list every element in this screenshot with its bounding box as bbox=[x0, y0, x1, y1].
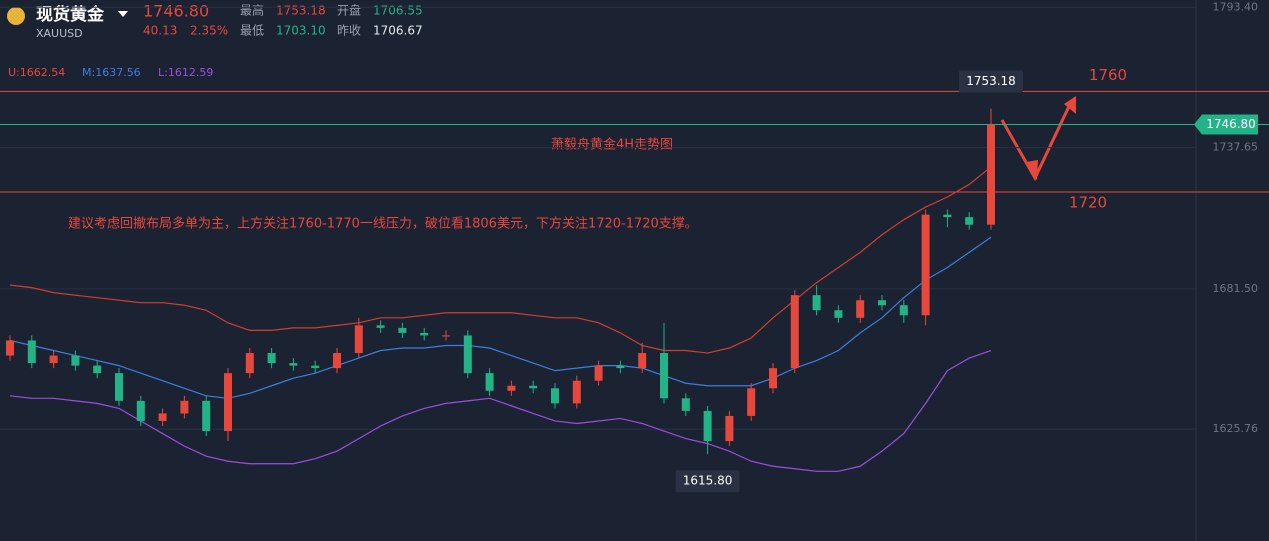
candle-body bbox=[856, 300, 865, 318]
band-line bbox=[9, 236, 992, 399]
high-box bbox=[959, 70, 1023, 93]
candle-body bbox=[878, 300, 886, 306]
candle-body bbox=[398, 327, 407, 333]
candle-body bbox=[965, 217, 974, 225]
stat-label: 最低 bbox=[240, 24, 264, 38]
stat-label: 最高 bbox=[240, 3, 264, 18]
candle-body bbox=[354, 325, 363, 354]
candle-body bbox=[376, 325, 385, 328]
stat-value: 1753.18 bbox=[276, 4, 326, 18]
stat-label: 昨收 bbox=[337, 24, 361, 38]
candle-body bbox=[725, 415, 734, 442]
stat-value: 1703.10 bbox=[276, 24, 326, 38]
candle-body bbox=[681, 398, 690, 411]
candle-body bbox=[93, 365, 102, 374]
y-tick-label: 1737.65 bbox=[1213, 141, 1259, 154]
candle-body bbox=[49, 355, 58, 364]
price: 1746.80 bbox=[143, 2, 209, 21]
candle-body bbox=[267, 353, 276, 364]
candle-body bbox=[158, 413, 167, 421]
band-label: U:1662.54 bbox=[8, 66, 65, 79]
candle-body bbox=[289, 363, 298, 366]
candle-body bbox=[6, 340, 14, 356]
dropdown-arrow[interactable] bbox=[118, 11, 128, 17]
candle-body bbox=[943, 214, 952, 218]
instrument-title[interactable]: 现货黄金 bbox=[36, 4, 105, 25]
candle-body bbox=[834, 310, 843, 318]
candle-body bbox=[660, 353, 668, 399]
stat-value: 1706.67 bbox=[373, 24, 423, 38]
high-label: 1753.18 bbox=[966, 74, 1016, 88]
y-tick-label: 1681.50 bbox=[1213, 282, 1259, 295]
candle-body bbox=[245, 353, 254, 374]
candle-body bbox=[180, 400, 189, 414]
candle-body bbox=[442, 335, 450, 337]
forecast-arrow bbox=[1000, 99, 1074, 182]
arrow-head bbox=[1026, 96, 1076, 180]
band-label: M:1637.56 bbox=[82, 66, 141, 79]
candle-body bbox=[311, 365, 320, 369]
candle-body bbox=[703, 410, 712, 442]
y-tick-label: 1793.40 bbox=[1213, 0, 1259, 13]
candle-body bbox=[507, 385, 516, 391]
low-box bbox=[675, 470, 740, 493]
symbol: XAUUSD bbox=[36, 27, 83, 40]
candle-body bbox=[420, 332, 429, 336]
candle-body bbox=[136, 400, 145, 421]
low-label: 1615.80 bbox=[683, 474, 733, 488]
candle-body bbox=[224, 373, 232, 432]
candle-body bbox=[333, 353, 341, 369]
candle-body bbox=[638, 353, 647, 369]
chart-title: 萧毅舟黄金4H走势图 bbox=[551, 137, 673, 153]
candle-body bbox=[747, 388, 756, 416]
price-tag bbox=[1194, 114, 1258, 135]
candle-body bbox=[529, 385, 538, 389]
candle-body bbox=[463, 335, 472, 374]
band-line bbox=[9, 349, 992, 472]
price-tag-label: 1746.80 bbox=[1206, 117, 1256, 131]
y-tick-label: 1625.76 bbox=[1213, 422, 1259, 435]
candle-body bbox=[485, 373, 494, 391]
change-pct: 2.35% bbox=[190, 24, 228, 38]
candle-body bbox=[921, 214, 930, 316]
candle-body bbox=[812, 295, 821, 311]
annotation: 建议考虑回撤布局多单为主，上方关注1760-1770一线压力，破位看1806美元… bbox=[68, 216, 698, 232]
candle-body bbox=[202, 400, 211, 432]
change: 40.13 bbox=[143, 24, 177, 38]
level-label: 1720 bbox=[1069, 193, 1107, 211]
stat-label: 开盘 bbox=[337, 3, 361, 18]
candle-body bbox=[616, 365, 625, 369]
candle-body bbox=[71, 355, 80, 366]
candle-body bbox=[790, 295, 799, 369]
candle-body bbox=[115, 373, 123, 401]
candle-body bbox=[987, 124, 995, 225]
gold-icon bbox=[7, 7, 25, 25]
stat-value: 1706.55 bbox=[373, 4, 423, 18]
candle-body bbox=[899, 305, 908, 316]
candle-body bbox=[572, 380, 581, 404]
candle-body bbox=[27, 340, 36, 364]
level-label: 1760 bbox=[1089, 66, 1127, 84]
band-line bbox=[9, 166, 992, 354]
candle-body bbox=[594, 365, 603, 381]
band-label: L:1612.59 bbox=[158, 66, 213, 79]
candle-body bbox=[551, 388, 559, 404]
candle-body bbox=[769, 368, 777, 389]
